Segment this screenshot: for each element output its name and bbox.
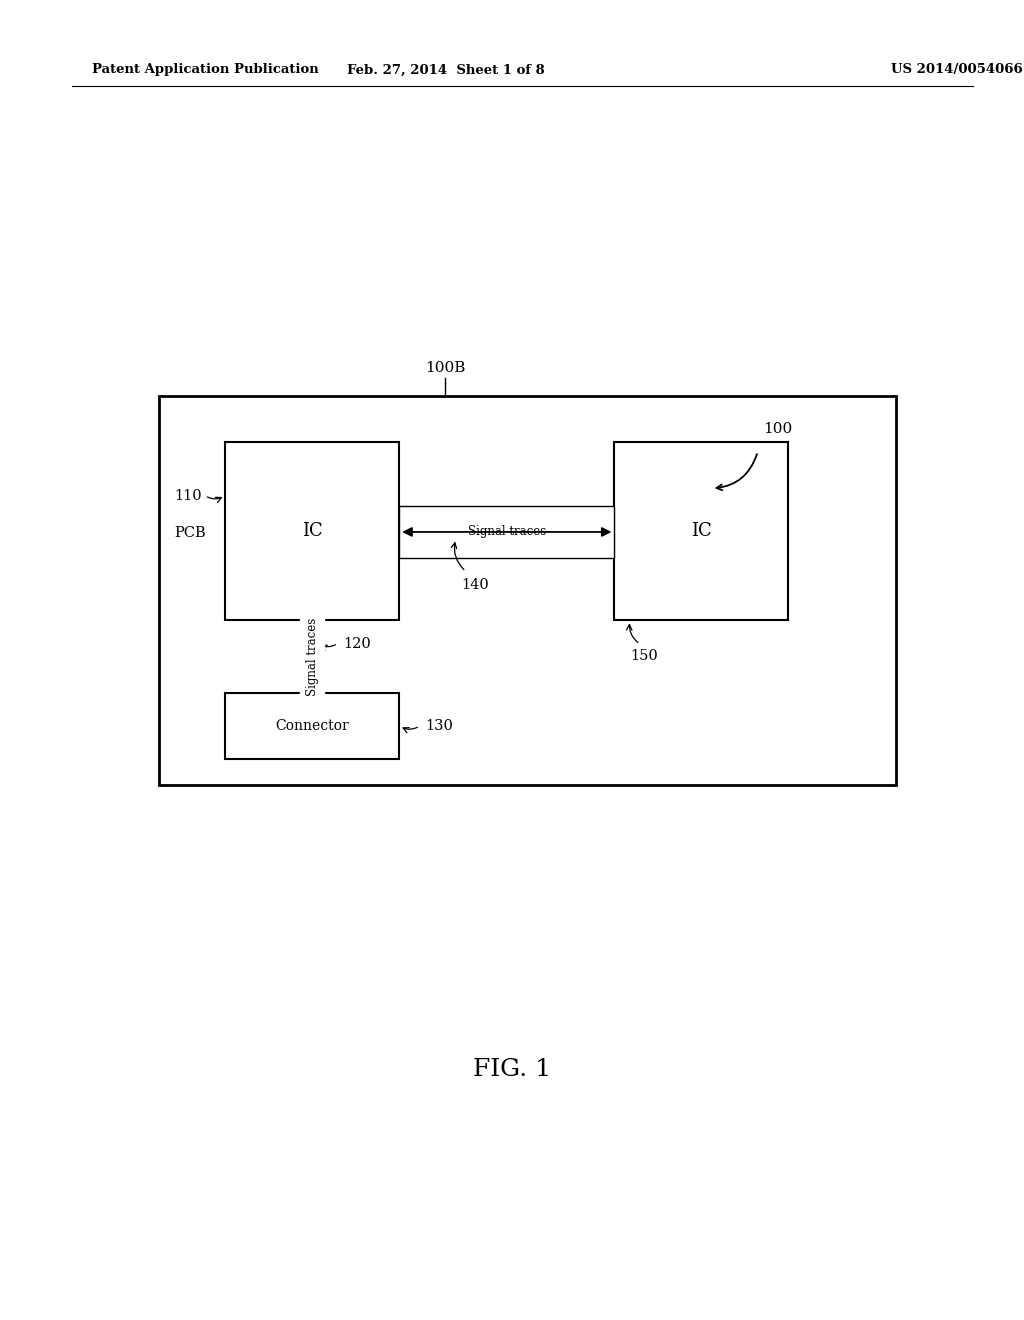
Text: 100B: 100B <box>425 360 466 375</box>
Text: 120: 120 <box>343 636 371 651</box>
Bar <box>614 442 788 620</box>
Text: 150: 150 <box>630 649 657 664</box>
Bar <box>399 506 614 558</box>
Text: 140: 140 <box>461 578 488 593</box>
Bar <box>225 693 399 759</box>
Text: IC: IC <box>691 523 712 540</box>
Text: PCB: PCB <box>174 525 206 540</box>
Text: Patent Application Publication: Patent Application Publication <box>92 63 318 77</box>
Bar <box>159 396 896 785</box>
Text: Feb. 27, 2014  Sheet 1 of 8: Feb. 27, 2014 Sheet 1 of 8 <box>346 63 545 77</box>
Text: 110: 110 <box>174 488 202 503</box>
Bar <box>225 442 399 620</box>
Text: IC: IC <box>302 523 323 540</box>
Text: 130: 130 <box>425 719 453 733</box>
Text: 100: 100 <box>763 421 793 436</box>
Text: Signal traces: Signal traces <box>306 618 318 696</box>
Text: US 2014/0054066 A1: US 2014/0054066 A1 <box>891 63 1024 77</box>
Text: Signal traces: Signal traces <box>468 525 546 539</box>
Text: Connector: Connector <box>275 719 349 733</box>
Text: FIG. 1: FIG. 1 <box>473 1057 551 1081</box>
